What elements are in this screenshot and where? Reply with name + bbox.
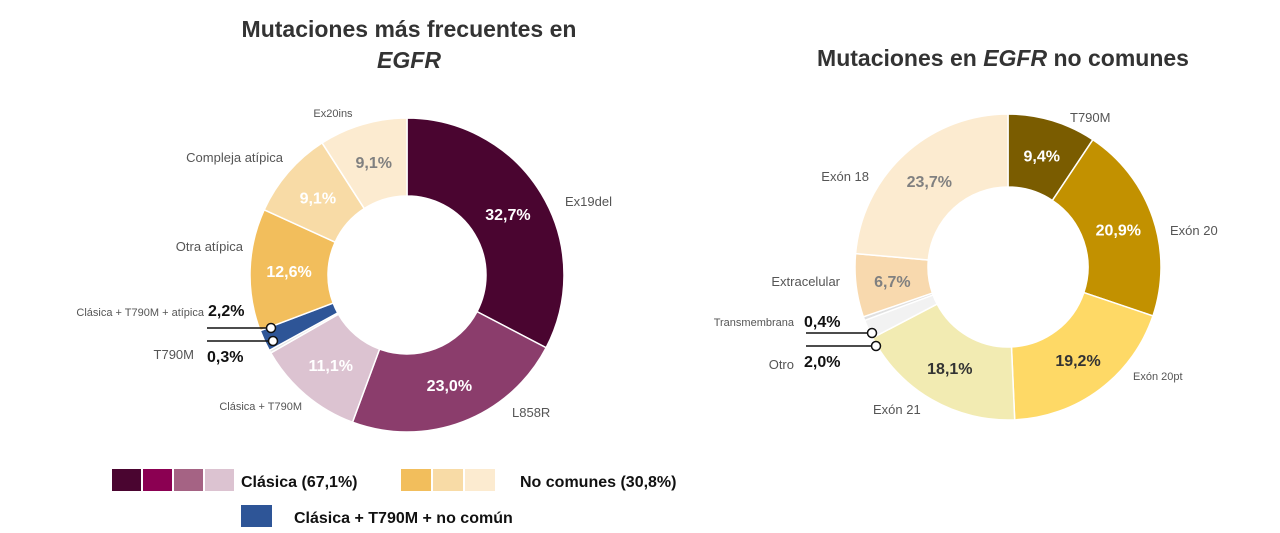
left-slice-value-l858r: 23,0% [427, 378, 472, 395]
right-slice-exon-18 [854, 113, 1009, 261]
right-slice-value-exon-20: 20,9% [1096, 222, 1141, 239]
leader-dot-clasica-t790m-atipica [265, 322, 277, 334]
left-slice-value-ex19del: 32,7% [485, 207, 530, 224]
left-slice-l858r [351, 310, 548, 433]
left-chart-title-line1: Mutaciones más frecuentes en [242, 16, 577, 42]
right-title-italic: EGFR [983, 45, 1047, 71]
label-ex19del: Ex19del [565, 194, 612, 209]
label-compleja-atipica: Compleja atípica [186, 150, 284, 165]
left-donut-chart: 32,7% 23,0% 11,1% 12,6% 9,1% 9,1% [249, 117, 565, 433]
right-title-part2: no comunes [1047, 45, 1189, 71]
label-ex20ins: Ex20ins [313, 108, 353, 120]
label-otro: Otro [769, 357, 794, 372]
legend-clasica-swatch-4 [205, 469, 234, 491]
legend-mixta-swatches [241, 505, 272, 527]
right-slice-value-exon-21: 18,1% [927, 361, 972, 378]
right-donut-chart: 9,4% 20,9% 19,2% 18,1% 6,7% 23,7% [854, 113, 1162, 421]
label-exon20pt: Exón 20pt [1133, 371, 1183, 383]
label-otra-atipica: Otra atípica [176, 239, 244, 254]
right-slice-exon-20pt [1010, 291, 1154, 421]
legend-clasica-swatch-1 [112, 469, 141, 491]
legend-clasica-text: Clásica (67,1%) [241, 474, 358, 491]
label-extracelular: Extracelular [771, 274, 840, 289]
right-slice-exon-20 [1051, 138, 1162, 317]
right-slice-value-t790m: 9,4% [1024, 149, 1060, 166]
right-slice-value-exon-20pt: 19,2% [1055, 353, 1100, 370]
left-slice-value-otra-atipica: 12,6% [266, 264, 311, 281]
legend-no-comunes-text: No comunes (30,8%) [520, 474, 676, 491]
pct-clasica-t790m-atipica: 2,2% [208, 303, 244, 320]
label-clasica-t790m-atipica: Clásica + T790M + atípica [76, 307, 204, 319]
label-transmembrana: Transmembrana [714, 317, 795, 329]
legend-clasica-swatch-2 [143, 469, 172, 491]
right-slice-value-extracelular: 6,7% [874, 274, 910, 291]
legend-no-comunes-swatch-3 [465, 469, 495, 491]
label-t790m-left: T790M [154, 347, 194, 362]
left-slice-value-ex20ins: 9,1% [356, 155, 392, 172]
legend-no-comunes-swatch-2 [433, 469, 463, 491]
legend-mixta-text: Clásica + T790M + no común [294, 510, 513, 527]
left-chart-labels: Ex19del L858R Clásica + T790M T790M Clás… [76, 108, 612, 420]
left-slice-value-compleja-atipica: 9,1% [300, 191, 336, 208]
pct-transmembrana: 0,4% [804, 314, 840, 331]
pct-t790m-left: 0,3% [207, 349, 243, 366]
pct-otro: 2,0% [804, 354, 840, 371]
legend-clasica-swatch-3 [174, 469, 203, 491]
left-chart-title-line2: EGFR [377, 47, 441, 73]
left-slice-value-clasica-t790m: 11,1% [308, 358, 352, 375]
legend-mixta-swatch-1 [241, 505, 272, 527]
label-l858r: L858R [512, 405, 550, 420]
label-exon18: Exón 18 [821, 169, 869, 184]
label-exon20: Exón 20 [1170, 223, 1218, 238]
left-slice-ex20ins [321, 117, 408, 210]
right-title-part1: Mutaciones en [817, 45, 983, 71]
left-slice-ex19del [406, 117, 565, 349]
leader-dot-transmembrana [866, 327, 878, 339]
legend-no-comunes-swatches [401, 469, 495, 491]
right-chart-labels: T790M Exón 20 Exón 20pt Exón 21 Otro Tra… [714, 110, 1218, 417]
legend: Clásica (67,1%) No comunes (30,8%) Clási… [112, 469, 676, 527]
leader-dot-t790m-left [267, 335, 279, 347]
label-clasica-t790m: Clásica + T790M [219, 401, 302, 413]
label-exon21: Exón 21 [873, 402, 921, 417]
label-t790m-right: T790M [1070, 110, 1110, 125]
leader-dot-otro [870, 340, 882, 352]
right-slice-value-exon-18: 23,7% [907, 174, 952, 191]
legend-clasica-swatches [112, 469, 234, 491]
right-chart-title: Mutaciones en EGFR no comunes [817, 45, 1189, 71]
legend-no-comunes-swatch-1 [401, 469, 431, 491]
